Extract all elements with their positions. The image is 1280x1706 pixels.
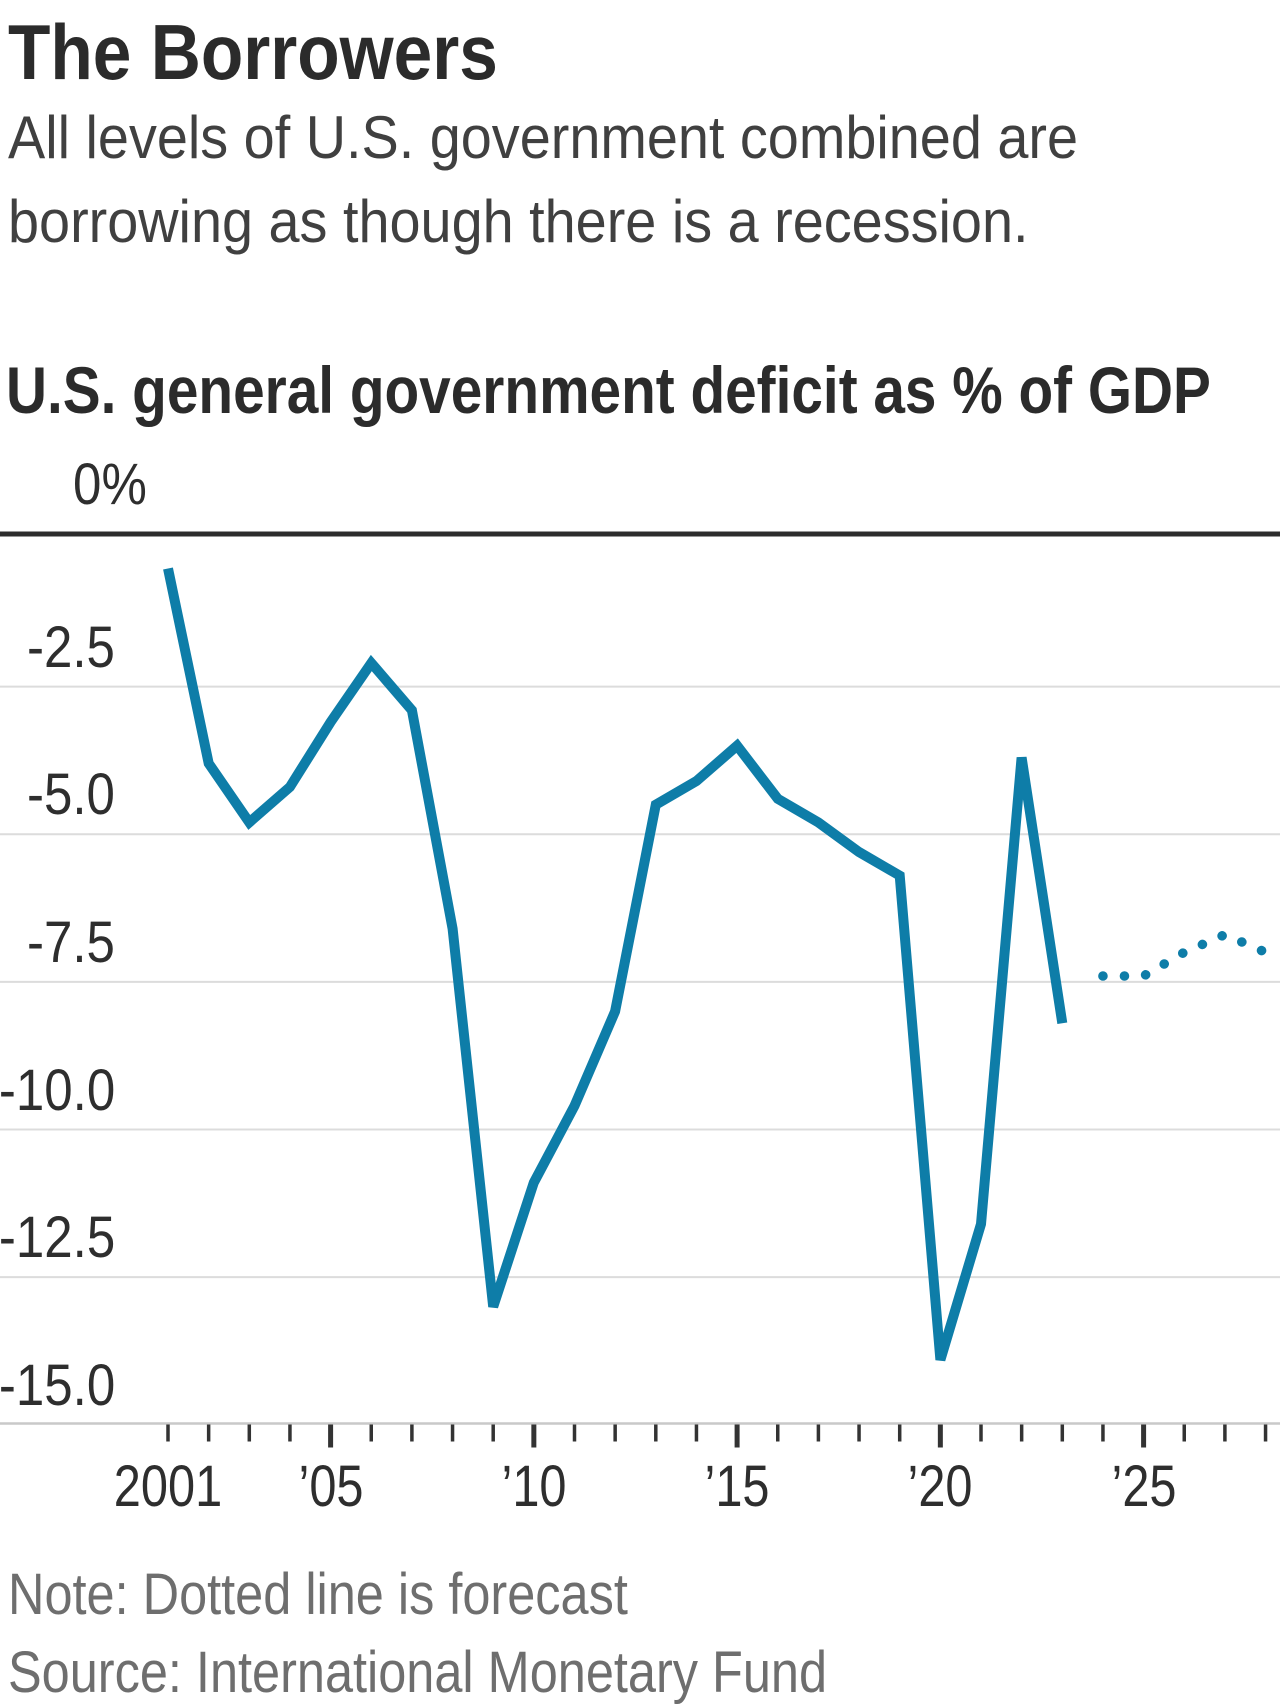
y-axis-tick-label: -2.5: [27, 614, 115, 680]
y-axis-tick-label: -12.5: [0, 1205, 115, 1271]
x-axis-tick-label: ’15: [704, 1454, 770, 1519]
chart-subtitle: All levels of U.S. government combined a…: [8, 96, 1078, 264]
x-axis-tick-label: ’10: [501, 1454, 567, 1519]
y-axis-tick-label: -5.0: [27, 762, 115, 828]
chart-subtitle-line1: All levels of U.S. government combined a…: [8, 104, 1079, 171]
y-axis-tick-label: 0%: [73, 452, 147, 517]
chart-source: Source: International Monetary Fund: [8, 1640, 828, 1705]
forecast-line: [1098, 929, 1271, 981]
page-title: The Borrowers: [8, 8, 498, 96]
y-axis-tick-label: -15.0: [0, 1352, 115, 1418]
chart-note: Note: Dotted line is forecast: [8, 1562, 628, 1627]
x-axis-tick-label: ’05: [298, 1454, 364, 1519]
chart-title: U.S. general government deficit as % of …: [6, 353, 1211, 427]
x-axis-tick-label: 2001: [113, 1454, 223, 1519]
x-axis-tick-label: ’25: [1111, 1454, 1177, 1519]
deficit-line: [163, 567, 1068, 1362]
y-axis-tick-label: -10.0: [0, 1057, 115, 1123]
y-axis-tick-label: -7.5: [27, 909, 115, 975]
x-axis-tick-label: ’20: [907, 1454, 973, 1519]
chart-subtitle-line2: borrowing as though there is a recession…: [8, 188, 1029, 255]
